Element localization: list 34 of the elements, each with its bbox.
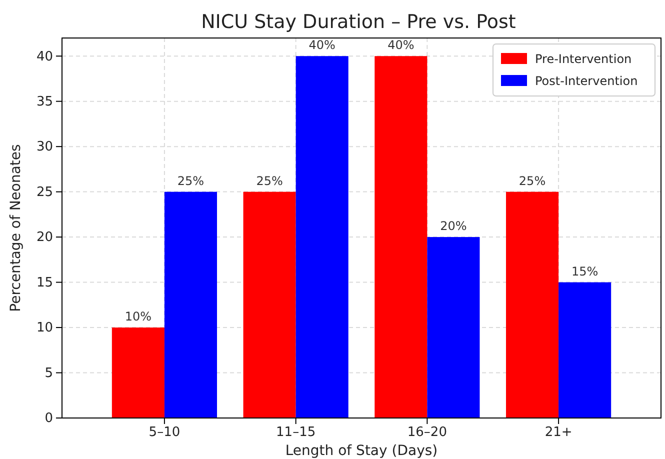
chart-title: NICU Stay Duration – Pre vs. Post [201, 11, 516, 33]
y-tick-label: 25 [36, 184, 53, 200]
x-tick-label: 11–15 [276, 425, 316, 440]
data-label: 10% [124, 310, 152, 324]
data-label: 40% [388, 38, 414, 52]
data-label: 20% [440, 219, 467, 234]
bar [296, 56, 348, 418]
y-tick-label: 0 [44, 411, 53, 426]
x-tick-label: 16–20 [407, 425, 447, 440]
bar [427, 237, 480, 418]
data-label: 25% [256, 174, 283, 188]
data-label: 40% [308, 38, 336, 52]
data-label: 15% [571, 264, 598, 278]
bar [112, 328, 164, 418]
y-tick-label: 10 [36, 320, 53, 336]
x-axis-title: Length of Stay (Days) [285, 443, 438, 459]
bar [374, 56, 428, 418]
y-tick-label: 40 [36, 49, 53, 64]
y-tick-label: 30 [36, 140, 53, 155]
y-tick-label: 35 [36, 94, 53, 110]
bar [164, 192, 218, 418]
y-tick-label: 20 [36, 230, 53, 246]
data-label: 25% [518, 174, 546, 188]
bar [506, 192, 559, 418]
bar [558, 282, 612, 418]
y-axis-title: Percentage of Neonates [8, 144, 24, 312]
y-tick-label: 5 [44, 366, 53, 381]
y-tick-label: 15 [36, 275, 53, 290]
legend-label: Pre-Intervention [535, 52, 632, 66]
x-tick-label: 5–10 [148, 425, 180, 440]
x-tick-label: 21+ [544, 425, 572, 440]
data-label: 25% [177, 174, 204, 188]
bar [243, 192, 296, 418]
legend-label: Post-Intervention [535, 74, 638, 88]
